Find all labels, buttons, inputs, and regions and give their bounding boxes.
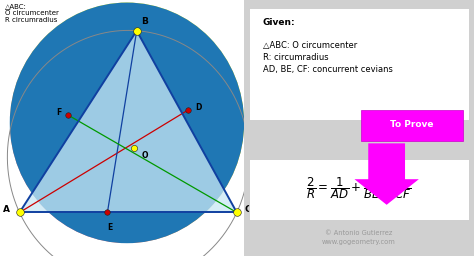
Text: B: B bbox=[142, 17, 148, 26]
Text: E: E bbox=[107, 223, 112, 232]
FancyBboxPatch shape bbox=[249, 8, 469, 120]
Polygon shape bbox=[355, 143, 419, 205]
Text: O: O bbox=[142, 151, 148, 160]
Text: △ABC:
O circumcenter
R circumradius: △ABC: O circumcenter R circumradius bbox=[5, 3, 59, 23]
Text: To Prove: To Prove bbox=[390, 120, 434, 129]
FancyBboxPatch shape bbox=[249, 159, 469, 220]
Text: D: D bbox=[195, 103, 201, 112]
Text: △ABC: O circumcenter
R: circumradius
AD, BE, CF: concurrent cevians: △ABC: O circumcenter R: circumradius AD,… bbox=[263, 41, 392, 73]
Polygon shape bbox=[19, 31, 237, 212]
Text: F: F bbox=[56, 108, 61, 117]
Ellipse shape bbox=[10, 3, 244, 243]
Text: © Antonio Gutierrez
www.gogeometry.com: © Antonio Gutierrez www.gogeometry.com bbox=[322, 230, 396, 245]
Text: Given:: Given: bbox=[263, 18, 295, 27]
Text: $\dfrac{2}{R} = \dfrac{1}{AD} + \dfrac{1}{BE} + \dfrac{1}{CF}$: $\dfrac{2}{R} = \dfrac{1}{AD} + \dfrac{1… bbox=[306, 175, 412, 201]
Text: A: A bbox=[3, 205, 10, 215]
FancyBboxPatch shape bbox=[361, 110, 463, 141]
Text: C: C bbox=[244, 205, 251, 215]
